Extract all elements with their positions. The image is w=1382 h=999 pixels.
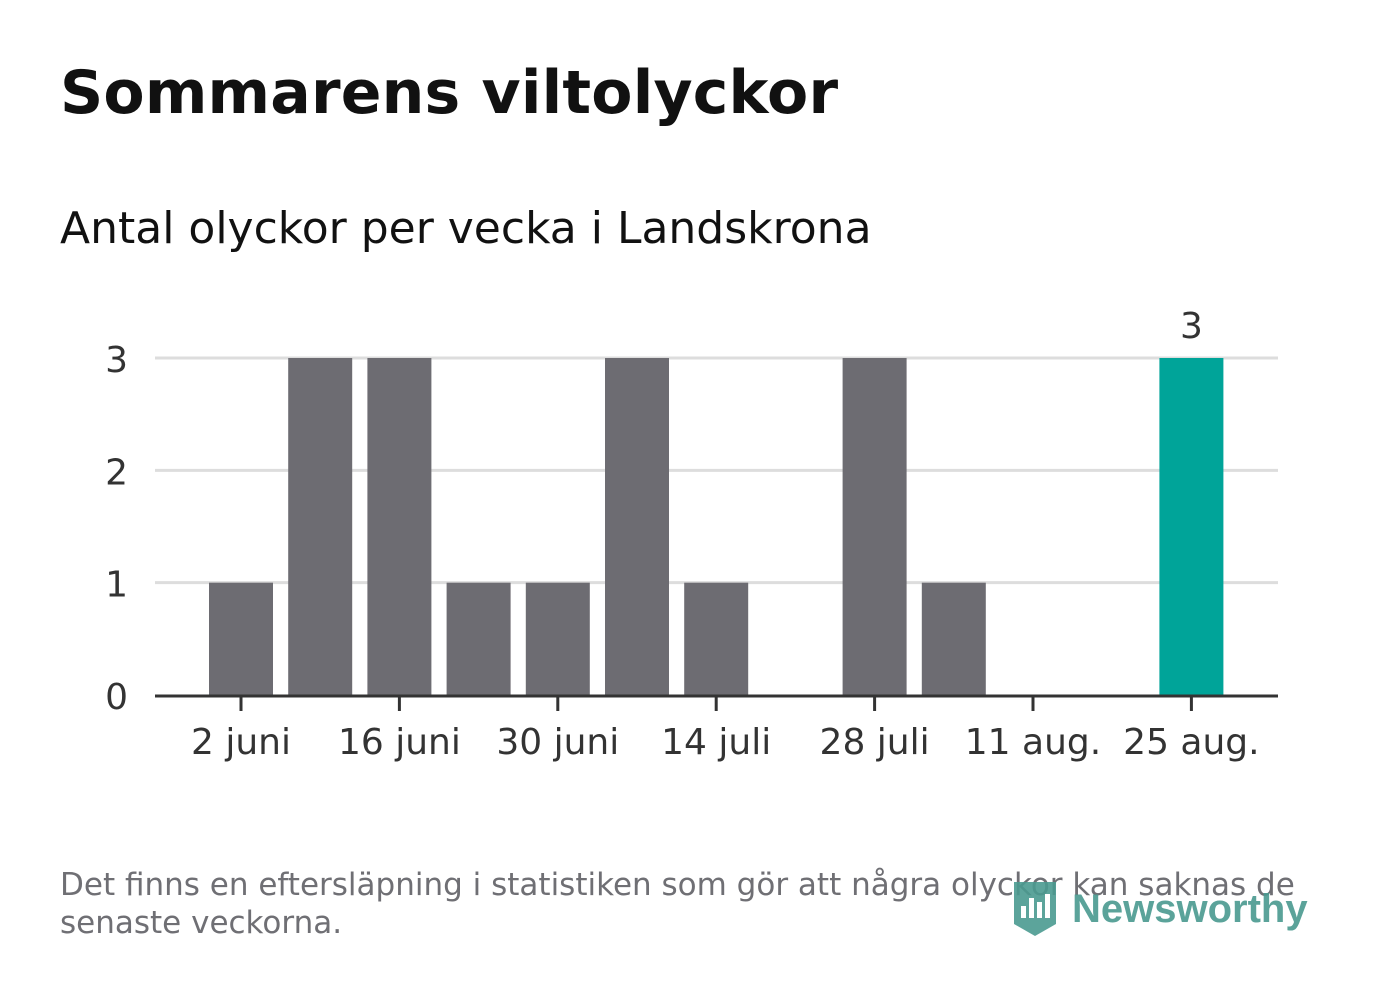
bar [525, 582, 590, 695]
y-axis-labels: 0 1 2 3 [105, 340, 128, 718]
footnote: Det finns en eftersläpning i statistiken… [60, 867, 1295, 941]
newsworthy-logo-text: Newsworthy [1072, 886, 1308, 931]
bar [684, 582, 749, 695]
bar-highlight [1159, 358, 1224, 695]
bars [209, 358, 1224, 695]
bar [209, 582, 273, 695]
x-tick-label: 28 juli [820, 722, 930, 763]
bar [446, 582, 511, 695]
bar [842, 358, 907, 695]
x-axis-labels: 2 juni 16 juni 30 juni 14 juli 28 juli 11 aug… [191, 722, 1260, 763]
x-tick-label: 16 juni [338, 722, 461, 763]
x-axis [155, 694, 1278, 711]
x-tick-label: 14 juli [661, 722, 771, 763]
x-tick-label: 30 juni [496, 722, 619, 763]
newsworthy-logo-icon [1014, 882, 1056, 936]
x-tick-label: 25 aug. [1123, 722, 1259, 763]
y-tick-label: 2 [105, 452, 128, 493]
bar [605, 358, 669, 695]
chart-subtitle: Antal olyckor per vecka i Landskrona [60, 203, 872, 254]
x-tick-label: 2 juni [191, 722, 291, 763]
newsworthy-logo: Newsworthy [1010, 878, 1308, 940]
data-label-highlight: 3 [1180, 306, 1203, 347]
bar [921, 582, 986, 695]
x-tick-label: 11 aug. [965, 722, 1101, 763]
bar [367, 358, 432, 695]
y-tick-label: 3 [105, 340, 128, 381]
bar [288, 358, 353, 695]
y-tick-label: 1 [105, 565, 128, 606]
data-labels: 3 [1180, 306, 1203, 347]
chart-title: Sommarens viltolyckor [60, 58, 839, 128]
y-tick-label: 0 [105, 677, 128, 718]
